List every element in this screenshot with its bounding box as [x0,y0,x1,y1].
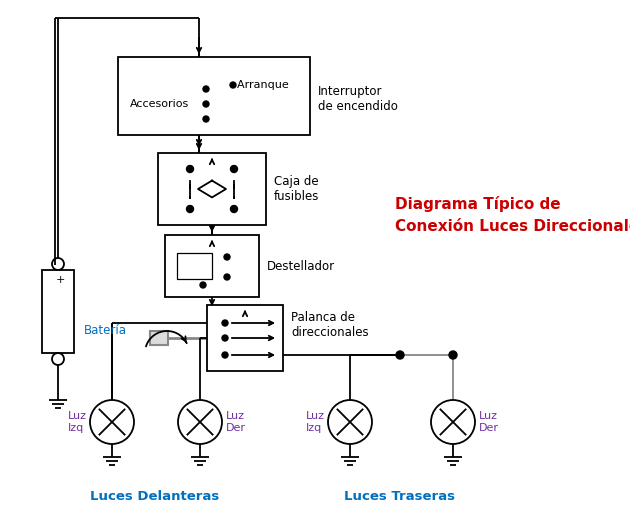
Text: Batería: Batería [84,325,127,338]
Circle shape [231,165,238,172]
Text: Luz
Der: Luz Der [226,411,246,433]
Text: Diagrama Típico de
Conexión Luces Direccionales: Diagrama Típico de Conexión Luces Direcc… [395,196,630,234]
Bar [42,270,74,353]
Circle shape [203,101,209,107]
Bar [165,235,259,297]
Text: Destellador: Destellador [267,259,335,272]
Circle shape [203,116,209,122]
Text: Interruptor
de encendido: Interruptor de encendido [318,85,398,113]
Bar [118,57,310,135]
Bar [207,305,283,371]
Text: Luz
Izq: Luz Izq [306,411,325,433]
Circle shape [231,206,238,212]
Text: Arranque: Arranque [230,80,289,90]
Bar [150,331,168,345]
Text: Palanca de
direccionales: Palanca de direccionales [291,311,369,339]
Circle shape [224,274,230,280]
Bar [177,253,212,279]
Text: Luz
Der: Luz Der [479,411,499,433]
Circle shape [222,335,228,341]
Circle shape [203,86,209,92]
Circle shape [230,82,236,88]
Text: Accesorios: Accesorios [130,99,189,109]
Bar [158,153,266,225]
Circle shape [449,351,457,359]
Circle shape [186,206,193,212]
Text: Caja de
fusibles: Caja de fusibles [274,175,319,203]
Text: Luz
Izq: Luz Izq [68,411,87,433]
Circle shape [200,282,206,288]
Circle shape [186,165,193,172]
Text: Luces Traseras: Luces Traseras [345,491,455,504]
Circle shape [222,352,228,358]
Text: +: + [55,275,65,285]
Circle shape [222,320,228,326]
Circle shape [224,254,230,260]
Circle shape [396,351,404,359]
Text: Luces Delanteras: Luces Delanteras [90,491,220,504]
